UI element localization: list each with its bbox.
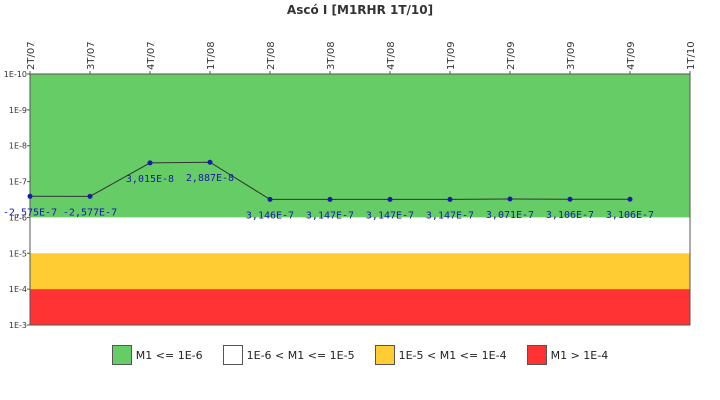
data-point — [627, 196, 633, 202]
data-label: 3,071E-7 — [486, 210, 534, 221]
data-label: 3,015E-8 — [126, 174, 174, 185]
data-point — [447, 196, 453, 202]
band-0 — [30, 74, 690, 218]
legend: M1 <= 1E-6 1E-6 < M1 <= 1E-5 1E-5 < M1 <= … — [0, 345, 720, 365]
legend-item: 1E-6 < M1 <= 1E-5 — [222, 345, 355, 365]
data-label: 2,887E-8 — [186, 173, 234, 184]
x-tick-label: 4T/09 — [626, 41, 637, 70]
chart-title: Ascó I [M1RHR 1T/10] — [286, 3, 434, 17]
y-tick-label: 1E-10 — [4, 70, 27, 79]
data-label: 3,147E-7 — [426, 210, 474, 221]
y-tick-label: 1E-8 — [9, 142, 27, 151]
x-tick-label: 2T/07 — [26, 41, 37, 70]
data-point — [327, 196, 333, 202]
y-tick-label: 1E-9 — [9, 106, 27, 115]
legend-label: M1 <= 1E-6 — [135, 348, 203, 362]
legend-item: M1 > 1E-4 — [526, 345, 609, 365]
legend-label: 1E-6 < M1 <= 1E-5 — [246, 348, 355, 362]
legend-item: 1E-5 < M1 <= 1E-4 — [374, 345, 507, 365]
legend-label: 1E-5 < M1 <= 1E-4 — [398, 348, 507, 362]
data-point — [507, 196, 513, 202]
x-tick-label: 1T/08 — [206, 41, 217, 70]
x-tick-label: 3T/09 — [566, 41, 577, 70]
x-tick-label: 2T/08 — [266, 41, 277, 70]
legend-swatch — [526, 345, 547, 365]
data-label: 3,106E-7 — [606, 210, 654, 221]
data-point — [567, 196, 573, 202]
legend-swatch — [111, 345, 132, 365]
data-point — [147, 160, 153, 166]
x-tick-label: 1T/09 — [446, 41, 457, 70]
y-tick-label: 1E-5 — [9, 249, 27, 258]
band-2 — [30, 253, 690, 290]
data-point — [267, 196, 273, 202]
legend-item: M1 <= 1E-6 — [111, 345, 203, 365]
x-tick-label: 4T/07 — [146, 41, 157, 70]
data-point — [387, 196, 393, 202]
band-1 — [30, 217, 690, 254]
x-tick-label: 2T/09 — [506, 41, 517, 70]
data-point — [27, 193, 33, 199]
y-tick-label: 1E-3 — [9, 321, 27, 330]
data-label: 3,106E-7 — [546, 210, 594, 221]
data-label: -2,577E-7 — [63, 207, 117, 218]
data-label: 3,147E-7 — [306, 210, 354, 221]
data-label: 3,146E-7 — [246, 210, 294, 221]
data-label: 3,147E-7 — [366, 210, 414, 221]
legend-label: M1 > 1E-4 — [550, 348, 609, 362]
y-tick-label: 1E-6 — [9, 213, 27, 222]
band-3 — [30, 289, 690, 325]
x-tick-label: 4T/08 — [386, 41, 397, 70]
y-tick-label: 1E-4 — [9, 285, 27, 294]
plot-border — [29, 73, 691, 326]
data-label: -2,575E-7 — [3, 207, 57, 218]
x-tick-label: 3T/08 — [326, 41, 337, 70]
x-tick-label: 1T/10 — [686, 41, 697, 70]
legend-swatch — [222, 345, 243, 365]
data-point — [87, 193, 93, 199]
x-tick-label: 3T/07 — [86, 41, 97, 70]
data-point — [207, 159, 213, 165]
legend-swatch — [374, 345, 395, 365]
y-tick-label: 1E-7 — [9, 178, 27, 187]
